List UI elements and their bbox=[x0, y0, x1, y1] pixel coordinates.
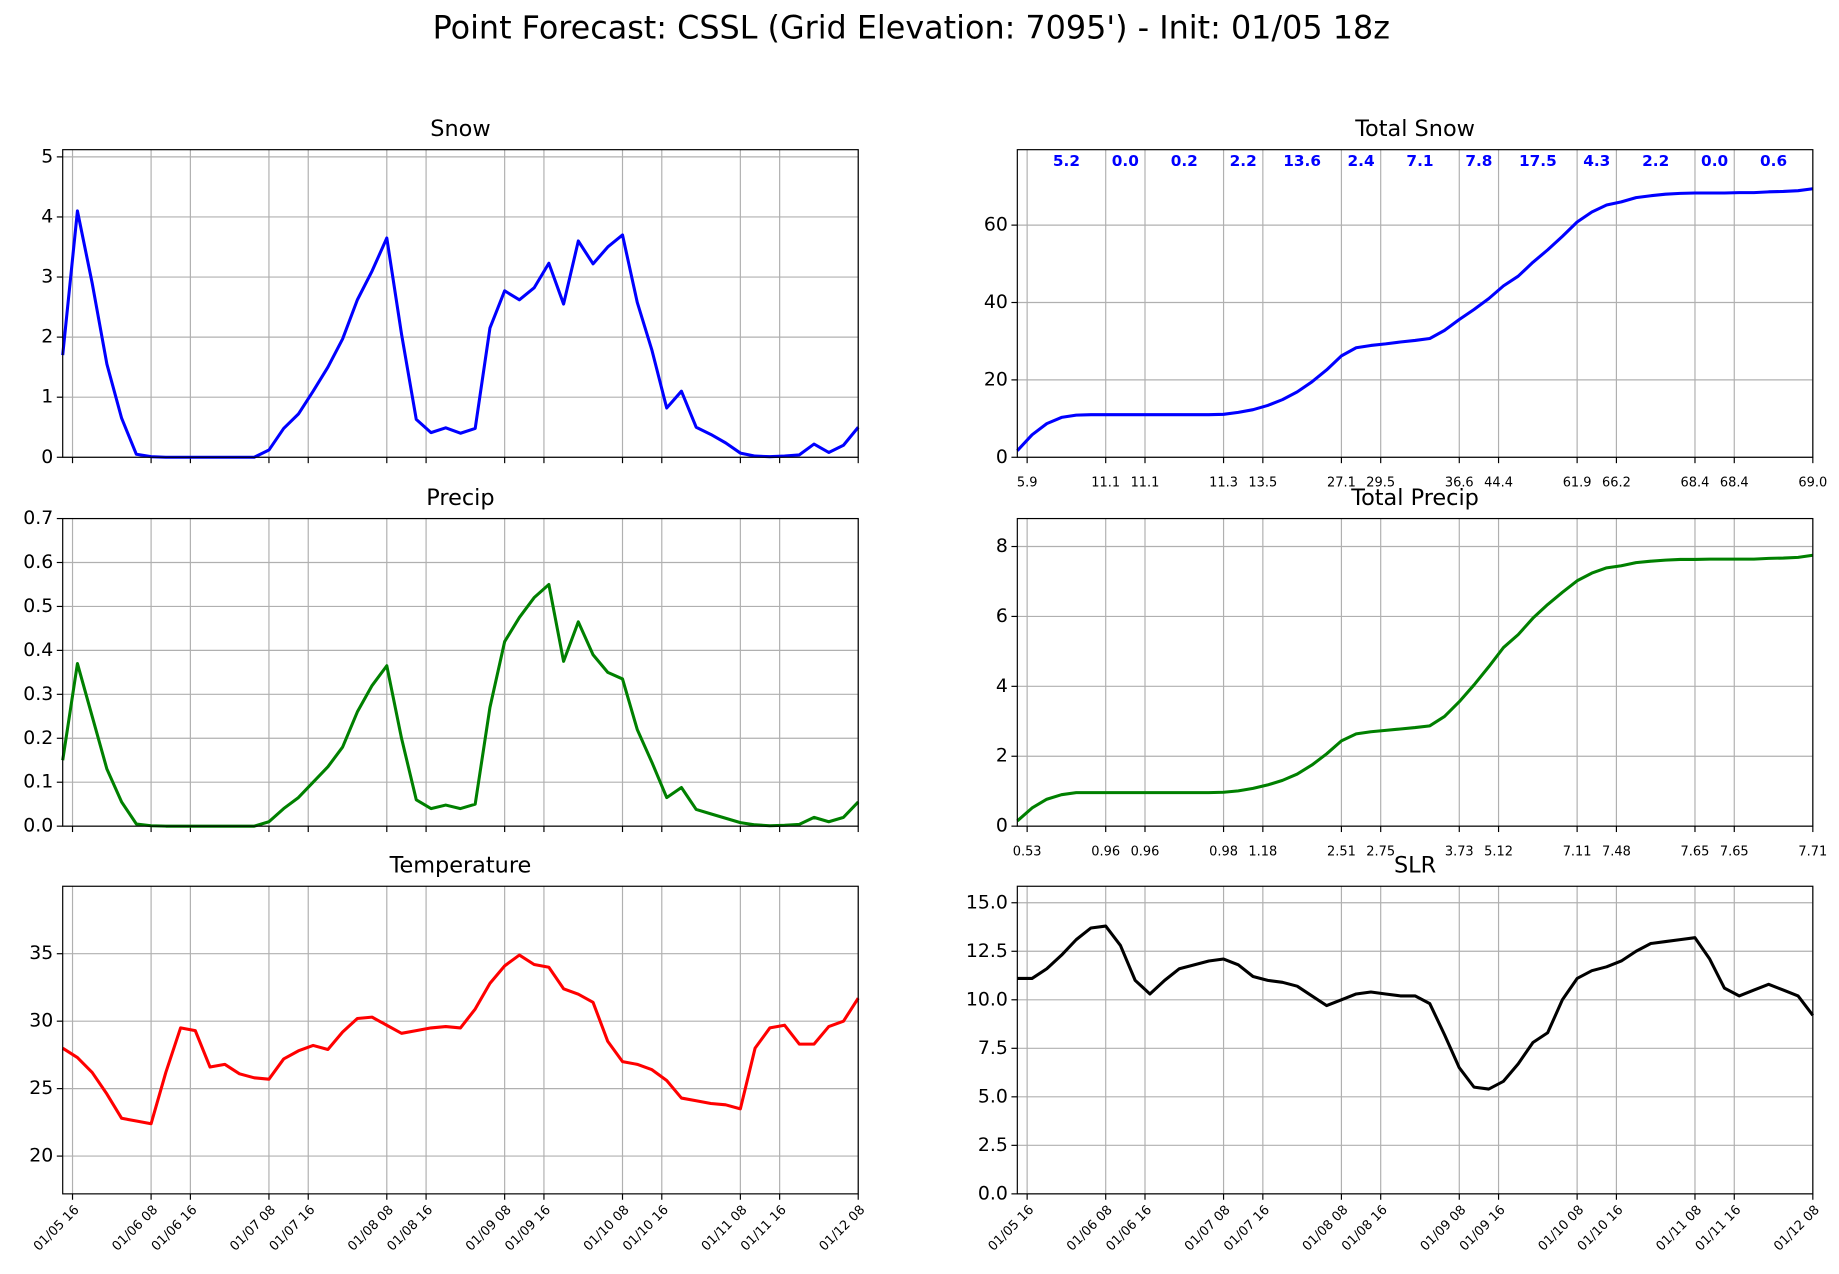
period-total-label: 13.6 bbox=[1283, 152, 1321, 170]
axes-frame bbox=[1016, 517, 1814, 827]
axes-frame bbox=[62, 885, 859, 1195]
y-tick-label: 7.5 bbox=[978, 1038, 1008, 1059]
panel-title: Total Precip bbox=[1350, 485, 1479, 511]
y-tick-label: 4 bbox=[41, 206, 53, 227]
y-tick-label: 0.2 bbox=[23, 728, 53, 749]
series-line bbox=[1016, 187, 1814, 452]
y-tick-label: 0.3 bbox=[23, 684, 53, 705]
x-tick-label: 7.71 bbox=[1798, 845, 1827, 860]
x-tick-label: 2.51 bbox=[1327, 845, 1356, 860]
x-tick-label: 68.4 bbox=[1720, 476, 1749, 491]
period-total-label: 7.8 bbox=[1465, 152, 1492, 170]
series-line bbox=[1016, 553, 1814, 823]
period-total-label: 4.3 bbox=[1583, 152, 1610, 170]
panel-title: SLR bbox=[1394, 853, 1436, 879]
y-tick-label: 20 bbox=[984, 369, 1008, 390]
x-tick-label: 3.73 bbox=[1445, 845, 1474, 860]
y-tick-label: 6 bbox=[996, 606, 1008, 627]
y-tick-label: 10.0 bbox=[966, 989, 1008, 1010]
panel-title: Precip bbox=[426, 485, 494, 511]
y-tick-label: 0.0 bbox=[978, 1183, 1008, 1204]
period-total-label: 17.5 bbox=[1519, 152, 1557, 170]
x-tick-label: 69.0 bbox=[1798, 476, 1827, 491]
panel-title: Temperature bbox=[389, 853, 532, 879]
x-tick-label: 7.65 bbox=[1720, 845, 1749, 860]
period-total-label: 2.2 bbox=[1230, 152, 1257, 170]
y-tick-label: 12.5 bbox=[966, 941, 1008, 962]
y-tick-label: 0.1 bbox=[23, 772, 53, 793]
x-tick-label: 7.48 bbox=[1602, 845, 1631, 860]
period-total-label: 2.2 bbox=[1642, 152, 1669, 170]
x-tick-label: 5.9 bbox=[1017, 476, 1038, 491]
y-tick-label: 60 bbox=[984, 215, 1008, 236]
y-tick-label: 35 bbox=[29, 943, 53, 964]
y-tick-label: 0 bbox=[996, 816, 1008, 837]
period-total-label: 2.4 bbox=[1347, 152, 1374, 170]
x-tick-label: 2.75 bbox=[1366, 845, 1395, 860]
y-tick-label: 5 bbox=[41, 146, 53, 167]
y-tick-label: 0.5 bbox=[23, 596, 53, 617]
y-tick-label: 25 bbox=[29, 1078, 53, 1099]
x-tick-label: 36.6 bbox=[1445, 476, 1474, 491]
y-tick-label: 0 bbox=[41, 447, 53, 468]
x-tick-label: 0.96 bbox=[1131, 845, 1160, 860]
x-tick-label: 0.96 bbox=[1091, 845, 1120, 860]
y-tick-label: 2 bbox=[996, 746, 1008, 767]
x-tick-label: 13.5 bbox=[1248, 476, 1277, 491]
period-total-label: 5.2 bbox=[1053, 152, 1080, 170]
y-tick-label: 0 bbox=[996, 447, 1008, 468]
x-tick-label: 11.3 bbox=[1209, 476, 1238, 491]
period-total-label: 0.0 bbox=[1112, 152, 1139, 170]
figure-title: Point Forecast: CSSL (Grid Elevation: 70… bbox=[433, 8, 1390, 46]
period-total-label: 0.6 bbox=[1760, 152, 1787, 170]
y-tick-label: 15.0 bbox=[966, 892, 1008, 913]
y-tick-label: 3 bbox=[41, 267, 53, 288]
panel-title: Total Snow bbox=[1354, 116, 1475, 142]
y-tick-label: 30 bbox=[29, 1011, 53, 1032]
y-tick-label: 40 bbox=[984, 292, 1008, 313]
y-tick-label: 0.0 bbox=[23, 816, 53, 837]
period-total-label: 0.0 bbox=[1701, 152, 1728, 170]
x-tick-label: 7.11 bbox=[1563, 845, 1592, 860]
axes-frame bbox=[1016, 885, 1814, 1195]
series-line bbox=[61, 953, 860, 1126]
x-tick-label: 5.12 bbox=[1484, 845, 1513, 860]
y-tick-label: 2.5 bbox=[978, 1135, 1008, 1156]
y-tick-label: 20 bbox=[29, 1146, 53, 1167]
y-tick-label: 0.6 bbox=[23, 552, 53, 573]
y-tick-label: 5.0 bbox=[978, 1086, 1008, 1107]
y-tick-label: 8 bbox=[996, 536, 1008, 557]
x-tick-label: 61.9 bbox=[1563, 476, 1592, 491]
axes-frame bbox=[62, 517, 859, 827]
x-tick-label: 0.53 bbox=[1013, 845, 1042, 860]
axes-frame bbox=[62, 149, 859, 458]
period-total-label: 7.1 bbox=[1406, 152, 1433, 170]
period-total-label: 0.2 bbox=[1171, 152, 1198, 170]
x-tick-label: 1.18 bbox=[1248, 845, 1277, 860]
x-tick-label: 44.4 bbox=[1484, 476, 1513, 491]
y-tick-label: 1 bbox=[41, 387, 53, 408]
y-tick-label: 2 bbox=[41, 327, 53, 348]
axes-frame bbox=[1016, 149, 1814, 458]
x-tick-label: 11.1 bbox=[1091, 476, 1120, 491]
x-tick-label: 7.65 bbox=[1681, 845, 1710, 860]
panel-title: Snow bbox=[430, 116, 490, 142]
y-tick-label: 4 bbox=[996, 676, 1008, 697]
y-tick-label: 0.4 bbox=[23, 640, 53, 661]
x-tick-label: 11.1 bbox=[1131, 476, 1160, 491]
y-tick-label: 0.7 bbox=[23, 508, 53, 529]
x-tick-label: 0.98 bbox=[1209, 845, 1238, 860]
x-tick-label: 68.4 bbox=[1681, 476, 1710, 491]
series-line bbox=[1017, 924, 1815, 1091]
x-tick-label: 29.5 bbox=[1366, 476, 1395, 491]
x-tick-label: 27.1 bbox=[1327, 476, 1356, 491]
x-tick-label: 66.2 bbox=[1602, 476, 1631, 491]
